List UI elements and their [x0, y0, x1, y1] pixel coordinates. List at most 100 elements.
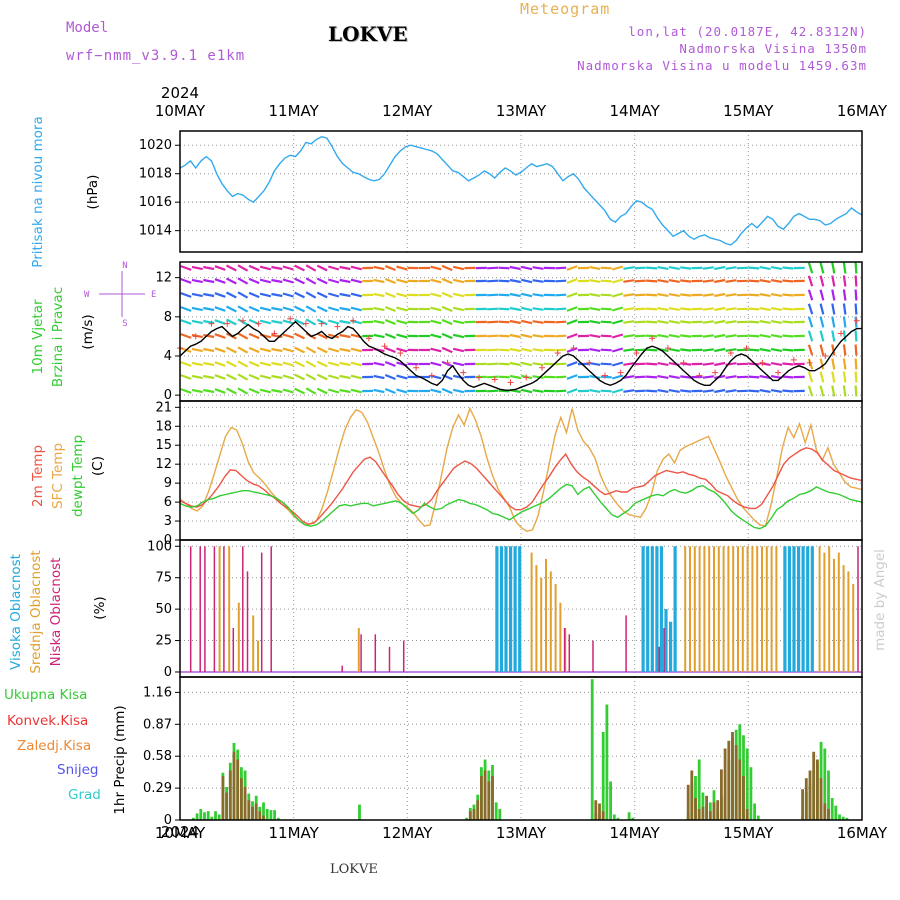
wind-unit: (m/s)	[80, 314, 96, 349]
wind-barb	[725, 279, 737, 283]
panel-frame	[179, 676, 863, 821]
wind-barb	[555, 279, 567, 283]
wind-barb	[248, 264, 260, 272]
wind-barb	[350, 347, 362, 353]
wind-barb	[532, 375, 544, 379]
wind-barb	[203, 306, 215, 312]
date-axis-top: 10MAY 11MAY 12MAY 13MAY 14MAY 15MAY 16MAY	[155, 102, 888, 120]
wind-barb	[589, 334, 601, 338]
wind-barb	[657, 320, 669, 324]
wind-barb	[854, 275, 858, 287]
wind-barb	[680, 389, 692, 393]
high-cloud-label: Visoka Oblacnost	[8, 554, 24, 670]
wind-barb	[819, 316, 825, 328]
wind-barb	[831, 275, 836, 287]
wind-barb	[203, 278, 215, 284]
wind-barb	[430, 333, 442, 339]
precip-total-bar	[465, 817, 468, 820]
wind-barb	[214, 292, 226, 298]
wind-barb	[259, 278, 272, 284]
wind-barb	[498, 362, 510, 366]
wind-barb	[600, 307, 612, 311]
wind-barb	[180, 361, 192, 367]
wind-barb	[819, 330, 825, 342]
legend-convective-rain: Konvek.Kisa	[7, 713, 88, 729]
wind-barb	[807, 275, 814, 287]
wind-barb	[623, 375, 635, 379]
wind-barb	[831, 316, 836, 328]
wind-barb	[237, 360, 249, 368]
wind-barb	[668, 389, 680, 393]
wind-barb	[305, 277, 317, 285]
wind-barb	[555, 389, 567, 393]
wind-barb	[634, 266, 646, 270]
wind-barb	[328, 361, 340, 367]
wind-barb	[226, 305, 237, 313]
precip-convective-bar	[823, 803, 827, 820]
wind-barb	[770, 334, 783, 338]
wind-barb	[396, 278, 408, 284]
wind-barb	[819, 262, 825, 274]
wind-barb	[282, 361, 294, 367]
wind-barb	[611, 292, 624, 298]
wind-barb	[725, 293, 737, 297]
wind-barb	[566, 265, 578, 271]
wind-barb	[807, 344, 814, 356]
wind-barb	[498, 348, 510, 352]
wind-barb	[214, 306, 226, 312]
wind-barb	[611, 306, 624, 312]
wind-barb	[294, 291, 305, 299]
year-bottom: 2024	[161, 823, 199, 841]
temp2m-line	[179, 447, 863, 525]
wind-barb	[430, 278, 442, 284]
date-label-top: 14MAY	[610, 102, 661, 120]
wind-barb	[807, 330, 814, 342]
wind-barb	[180, 374, 192, 380]
precip-convective-bar	[720, 769, 723, 820]
date-label-top: 12MAY	[382, 102, 433, 120]
wind-barb	[634, 389, 646, 393]
wind-barb	[328, 374, 340, 380]
precip-total-bar	[830, 798, 834, 820]
y-tick-label: 1016	[139, 195, 172, 210]
wind-barb	[237, 305, 249, 313]
wind-barb	[589, 307, 601, 311]
wind-barb	[452, 319, 465, 325]
precip-convective-bar	[491, 776, 494, 820]
wind-barb	[555, 266, 567, 270]
date-label-bottom: 14MAY	[610, 824, 661, 842]
dewpt-line	[179, 483, 863, 530]
wind-barb	[770, 320, 783, 324]
precip-convective-bar	[812, 751, 816, 820]
model-name: wrf−nmm_v3.9.1 e1km	[66, 48, 246, 64]
wind-barb	[350, 374, 362, 380]
wind-barb	[521, 306, 533, 312]
precip-convective-bar	[221, 776, 225, 820]
wind-barb	[748, 348, 760, 352]
wind-barb	[782, 362, 794, 366]
precip-total-bar	[827, 770, 830, 820]
precip-convective-bar	[742, 776, 745, 820]
wind-barb	[831, 303, 836, 315]
wind-barb	[532, 279, 544, 283]
wind-barb	[237, 373, 249, 381]
wind-barb	[589, 375, 601, 379]
wind-barb	[180, 278, 192, 284]
wind-barb	[532, 307, 544, 311]
wind-barb	[566, 347, 578, 353]
precip-convective-bar	[738, 759, 742, 820]
wind-barb	[373, 361, 385, 367]
wind-barb	[384, 264, 396, 272]
wind-barb	[441, 318, 453, 326]
wind-barb	[566, 292, 578, 298]
wind-barb	[634, 362, 646, 366]
wind-barb	[384, 387, 396, 395]
wind-barb	[248, 373, 260, 381]
wind-barb	[180, 388, 192, 394]
wind-barb	[509, 374, 521, 380]
wind-barb	[487, 293, 499, 297]
wind-barb	[339, 292, 351, 298]
wind-speed-line	[179, 320, 862, 391]
y-tick-label: 8	[164, 310, 172, 325]
wind-barb	[237, 277, 249, 285]
